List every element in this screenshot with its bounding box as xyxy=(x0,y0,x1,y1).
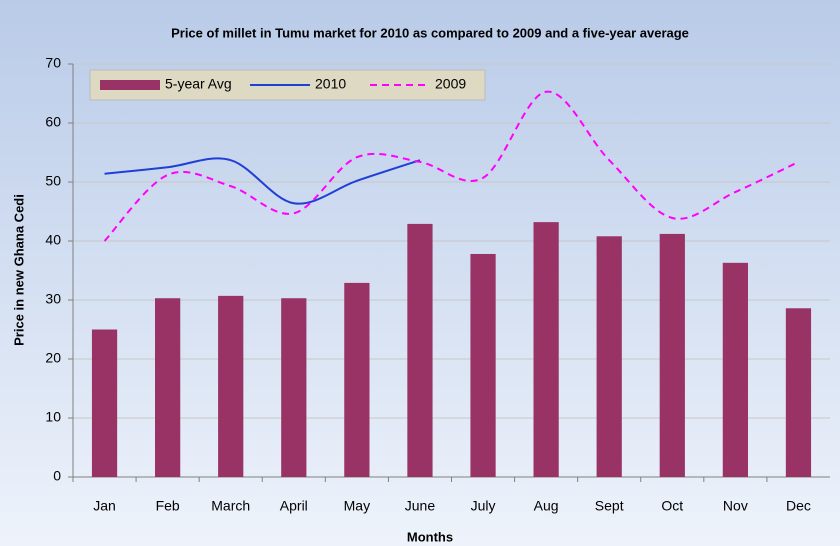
x-tick-label: Feb xyxy=(156,498,180,514)
bar xyxy=(155,298,181,477)
legend-label: 2010 xyxy=(315,76,346,92)
bar xyxy=(596,236,622,477)
bar xyxy=(785,308,812,477)
y-tick-label: 50 xyxy=(45,173,61,189)
x-axis-title: Months xyxy=(407,529,453,544)
y-tick-label: 0 xyxy=(53,468,61,484)
bar xyxy=(407,223,433,477)
bar xyxy=(281,298,307,477)
line xyxy=(104,157,421,205)
legend-label: 2009 xyxy=(435,76,466,92)
y-tick-label: 30 xyxy=(45,291,61,307)
chart-title: Price of millet in Tumu market for 2010 … xyxy=(171,25,689,40)
legend-swatch xyxy=(100,80,160,90)
x-tick-label: May xyxy=(344,498,370,514)
x-tick-label: April xyxy=(280,498,308,514)
bar xyxy=(533,222,559,477)
x-tick-label: Sept xyxy=(595,498,624,514)
bar xyxy=(470,253,496,477)
bar xyxy=(659,233,685,477)
y-tick-label: 10 xyxy=(45,409,61,425)
bar xyxy=(344,282,370,477)
x-tick-label: Oct xyxy=(661,498,683,514)
line xyxy=(103,90,799,242)
x-tick-label: Nov xyxy=(723,498,748,514)
y-tick-label: 60 xyxy=(45,114,61,130)
y-axis-title: Price in new Ghana Cedi xyxy=(11,194,26,346)
x-tick-label: July xyxy=(471,498,496,514)
bar xyxy=(218,295,244,477)
x-tick-label: March xyxy=(211,498,250,514)
y-tick-label: 40 xyxy=(45,232,61,248)
y-tick-label: 20 xyxy=(45,350,61,366)
bar xyxy=(91,329,118,477)
bar xyxy=(722,262,748,477)
x-tick-label: Dec xyxy=(786,498,811,514)
y-tick-label: 70 xyxy=(45,55,61,71)
x-tick-label: Jan xyxy=(93,498,116,514)
x-tick-label: Aug xyxy=(534,498,559,514)
x-tick-label: June xyxy=(405,498,436,514)
legend-label: 5-year Avg xyxy=(165,76,232,92)
